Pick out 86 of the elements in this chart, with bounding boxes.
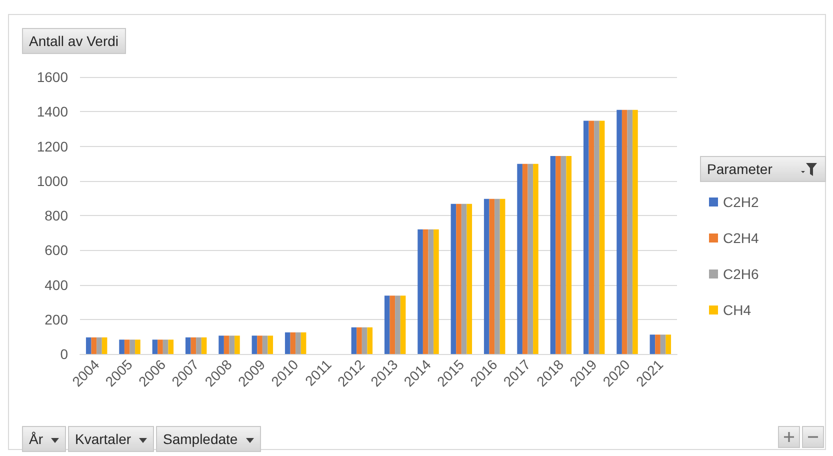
bar xyxy=(229,336,235,354)
y-tick-label: 800 xyxy=(44,208,68,224)
bar xyxy=(588,120,594,354)
bar xyxy=(395,296,400,354)
bar xyxy=(362,327,368,354)
bar xyxy=(162,340,168,354)
bar xyxy=(461,204,467,354)
bar xyxy=(456,204,462,354)
bar xyxy=(96,337,102,354)
bar xyxy=(284,332,290,354)
bar xyxy=(290,332,296,354)
chart-title: Antall av Verdi xyxy=(22,28,126,54)
bar xyxy=(517,164,522,354)
bar xyxy=(296,332,301,354)
bar xyxy=(583,120,589,354)
y-tick-label: 600 xyxy=(44,242,68,258)
bar xyxy=(201,337,207,354)
y-tick-label: 0 xyxy=(60,346,68,362)
bar xyxy=(300,332,306,354)
bar xyxy=(466,204,472,354)
y-tick-label: 200 xyxy=(44,311,68,328)
bar xyxy=(489,198,495,354)
bar xyxy=(351,327,357,354)
bar xyxy=(400,296,406,354)
bar xyxy=(428,229,434,354)
bar xyxy=(650,334,656,354)
bar xyxy=(494,198,500,354)
bar xyxy=(484,198,490,354)
legend-title: Parameter xyxy=(707,161,772,177)
bar xyxy=(91,337,97,354)
legend-label: C2H2 xyxy=(723,194,760,210)
bar xyxy=(622,110,628,354)
bar xyxy=(102,337,108,354)
bar xyxy=(666,334,672,354)
bar xyxy=(218,336,224,354)
bar xyxy=(135,340,140,354)
bar xyxy=(234,336,240,354)
bar xyxy=(660,334,666,354)
bar xyxy=(594,120,600,354)
bar xyxy=(533,164,538,354)
bar xyxy=(86,337,92,354)
bar xyxy=(560,156,566,354)
bar xyxy=(655,334,660,354)
bar xyxy=(356,327,362,354)
y-tick-label: 1600 xyxy=(36,69,68,85)
bar xyxy=(528,164,534,354)
bar xyxy=(158,340,163,354)
bar xyxy=(550,156,556,354)
text: År xyxy=(29,431,43,447)
legend-label: C2H6 xyxy=(723,266,760,282)
bar xyxy=(268,336,274,354)
bar xyxy=(130,340,136,354)
bar xyxy=(632,110,638,354)
bar xyxy=(627,110,633,354)
bar xyxy=(257,336,262,354)
bar xyxy=(119,340,124,354)
bar xyxy=(185,337,191,354)
y-tick-label: 1000 xyxy=(36,172,68,189)
bar xyxy=(556,156,561,354)
bar xyxy=(262,336,268,354)
bar xyxy=(152,340,158,354)
text: Kvartaler xyxy=(75,431,132,447)
bar xyxy=(224,336,230,354)
bar xyxy=(450,204,456,354)
y-tick-label: 1400 xyxy=(36,104,68,120)
bar xyxy=(252,336,258,354)
bar xyxy=(500,198,506,354)
bar xyxy=(384,296,390,354)
bar xyxy=(196,337,202,354)
text: Sampledate xyxy=(163,431,238,447)
bar xyxy=(418,229,423,354)
legend-label: C2H4 xyxy=(723,230,760,246)
y-tick-label: 1200 xyxy=(36,138,68,154)
bar xyxy=(190,337,196,354)
bar xyxy=(422,229,428,354)
bar xyxy=(566,156,572,354)
bar xyxy=(522,164,528,354)
bar xyxy=(599,120,605,354)
bar xyxy=(168,340,174,354)
bar xyxy=(367,327,373,354)
y-tick-label: 400 xyxy=(44,276,68,293)
bar xyxy=(390,296,396,354)
bar xyxy=(124,340,130,354)
legend-label: CH4 xyxy=(723,302,752,318)
bar xyxy=(616,110,622,354)
bar xyxy=(434,229,439,354)
